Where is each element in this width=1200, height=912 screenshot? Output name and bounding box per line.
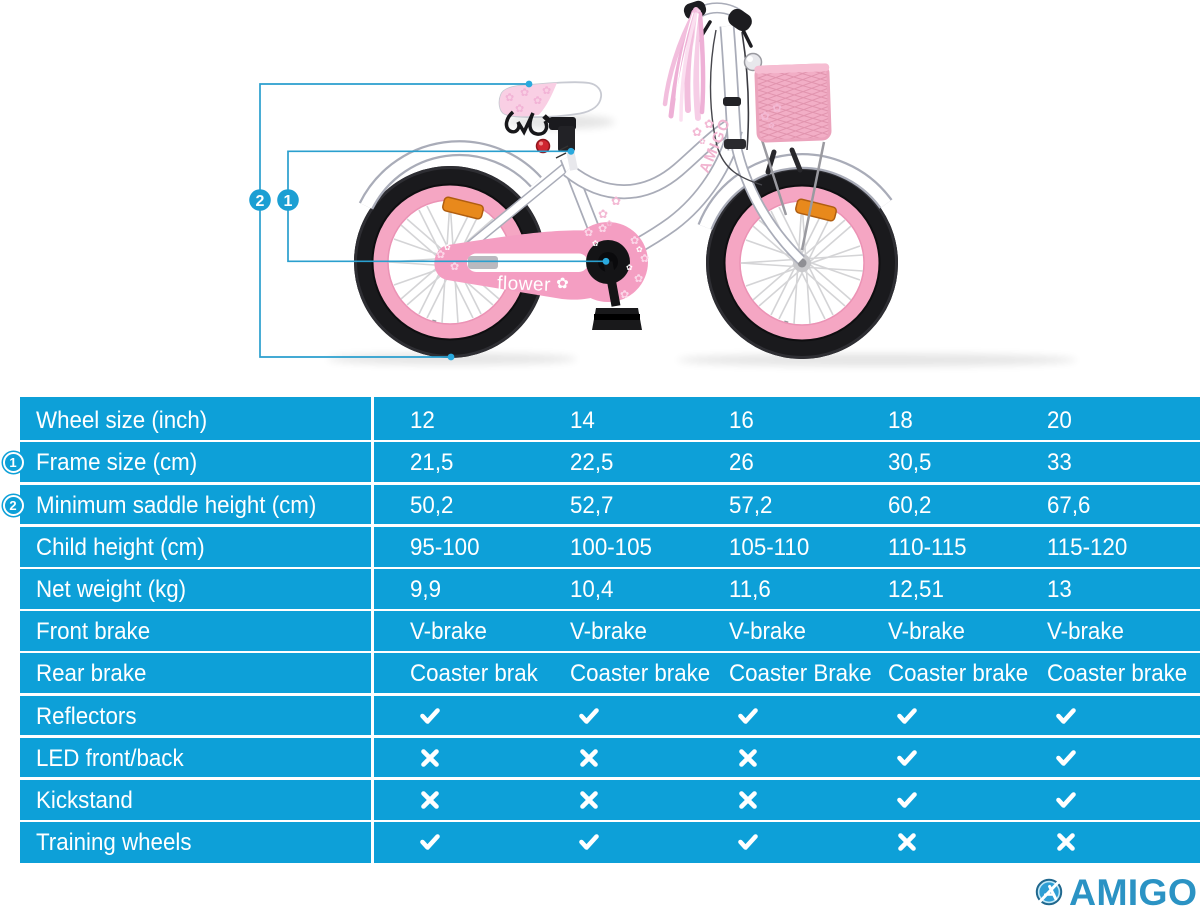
svg-text:✿: ✿ [505,92,514,104]
svg-text:flower: flower [497,273,552,296]
svg-text:✿: ✿ [772,101,782,115]
svg-text:✿: ✿ [611,194,621,208]
svg-text:✿: ✿ [636,245,643,254]
svg-text:✿: ✿ [533,95,542,107]
svg-text:✿: ✿ [436,249,445,261]
svg-text:✿: ✿ [606,219,613,228]
svg-text:✿: ✿ [630,235,639,247]
svg-text:✿: ✿ [598,207,608,221]
svg-text:1: 1 [284,193,293,210]
svg-text:✿: ✿ [592,239,599,248]
svg-text:✿: ✿ [542,85,551,97]
svg-text:✿: ✿ [450,261,459,273]
svg-text:✿: ✿ [620,289,629,301]
svg-text:✿: ✿ [634,273,643,285]
svg-text:✿: ✿ [704,117,714,131]
svg-text:✿: ✿ [626,263,633,272]
svg-text:✿: ✿ [699,137,706,146]
svg-text:✿: ✿ [598,223,607,235]
svg-text:✿: ✿ [640,253,649,265]
svg-text:✿: ✿ [692,125,702,139]
svg-text:✿: ✿ [520,87,529,99]
svg-text:✿: ✿ [584,227,593,239]
svg-text:✿: ✿ [444,243,451,252]
svg-text:2: 2 [256,193,265,210]
svg-text:AMIGO: AMIGO [1069,871,1197,912]
svg-text:✿: ✿ [556,275,569,292]
svg-text:✿: ✿ [768,121,775,130]
svg-text:✿: ✿ [760,109,770,123]
svg-text:✿: ✿ [515,103,524,115]
